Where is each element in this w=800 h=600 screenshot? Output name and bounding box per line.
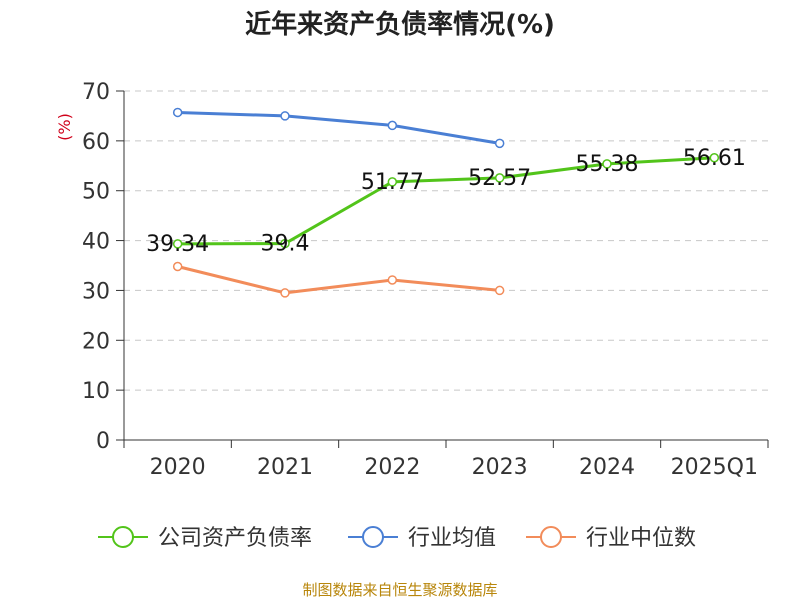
data-point: [280, 238, 290, 249]
chart-title: 近年来资产负债率情况(%): [245, 9, 555, 40]
legend-label: 行业中位数: [586, 526, 696, 551]
series-lines: [172, 107, 720, 298]
y-tick-label: 40: [82, 230, 110, 255]
series-line: [177, 110, 500, 145]
x-tick-label: 2022: [364, 455, 420, 480]
gridlines: [124, 90, 768, 391]
legend-swatch-marker: [112, 526, 134, 548]
x-tick-label: 2021: [257, 455, 313, 480]
x-tick-label: 2023: [472, 455, 528, 480]
data-point: [602, 159, 612, 169]
data-point: [494, 138, 505, 149]
data-point: [280, 111, 290, 121]
y-tick-labels: 0 10 20 30 40 50 60 70: [82, 80, 110, 454]
data-point: [280, 288, 290, 298]
source-note: 制图数据来自恒生聚源数据库: [302, 581, 497, 599]
series-line: [177, 156, 715, 246]
data-point: [387, 120, 398, 131]
x-tick-label: 2024: [579, 455, 635, 480]
axes: [116, 90, 769, 448]
data-label: 39.34: [146, 232, 209, 257]
y-tick-label: 0: [96, 429, 110, 454]
y-tick-label: 70: [82, 80, 110, 105]
data-point: [387, 177, 398, 187]
x-tick-labels: 2020 2021 2022 2023 2024 2025Q1: [150, 455, 758, 480]
legend: 公司资产负债率 行业均值 行业中位数: [98, 526, 696, 551]
data-label: 51.77: [361, 170, 424, 195]
data-point: [172, 261, 183, 272]
data-labels: 39.34 39.4 51.77 52.57 55.38 56.61: [146, 146, 746, 257]
data-point: [172, 239, 183, 249]
data-point: [494, 285, 505, 296]
legend-swatch-marker: [540, 526, 562, 548]
y-tick-label: 10: [82, 379, 110, 404]
y-tick-label: 50: [82, 180, 110, 205]
data-point: [709, 153, 720, 163]
legend-swatch-marker: [362, 526, 384, 548]
data-point: [172, 107, 183, 118]
y-tick-label: 30: [82, 279, 110, 304]
data-point: [387, 275, 398, 285]
y-tick-label: 60: [82, 130, 110, 155]
data-label: 52.57: [468, 166, 531, 191]
data-label: 55.38: [576, 152, 639, 177]
legend-label: 行业均值: [408, 526, 496, 551]
legend-label: 公司资产负债率: [158, 526, 312, 551]
y-tick-label: 20: [82, 329, 110, 354]
y-axis-unit: (%): [55, 113, 74, 141]
data-label: 39.4: [261, 232, 310, 257]
x-tick-label: 2025Q1: [671, 455, 758, 480]
data-point: [494, 173, 505, 183]
data-label: 56.61: [683, 146, 746, 171]
series-line: [177, 265, 500, 295]
x-tick-label: 2020: [150, 455, 206, 480]
